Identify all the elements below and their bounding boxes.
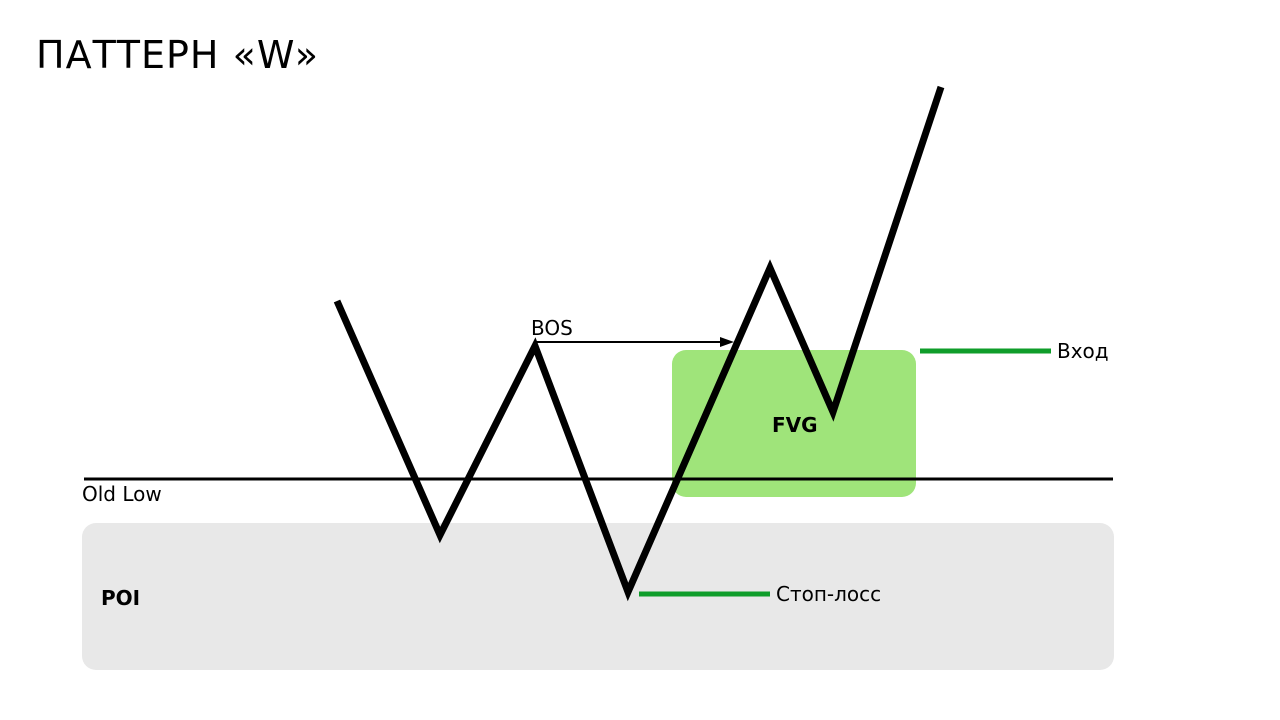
stop-loss-label: Стоп-лосс: [776, 582, 881, 606]
poi-zone: [82, 523, 1114, 670]
price-path: [333, 85, 945, 602]
entry-label: Вход: [1057, 339, 1109, 363]
bos-label: BOS: [531, 316, 573, 340]
fvg-label: FVG: [772, 413, 818, 437]
poi-label: POI: [101, 586, 140, 610]
page-title: ПАТТЕРН «W»: [36, 33, 319, 77]
fvg-zone: [672, 350, 916, 497]
old-low-label: Old Low: [82, 482, 162, 506]
bos-arrow-head: [720, 337, 734, 347]
